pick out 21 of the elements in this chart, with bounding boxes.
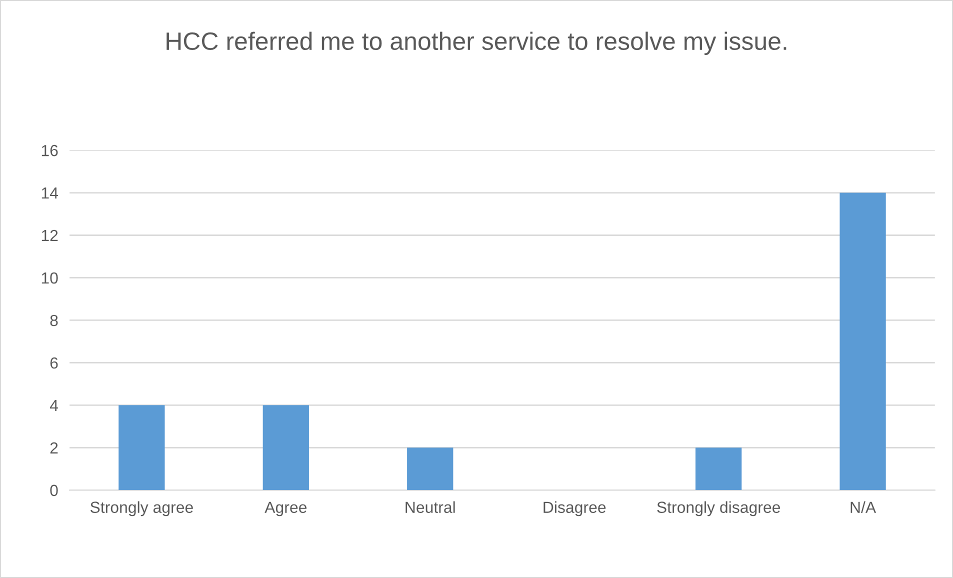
y-tick-label: 2: [50, 442, 58, 454]
y-tick-label: 0: [50, 484, 58, 496]
y-tick-label: 6: [50, 357, 58, 369]
bar: [118, 405, 165, 490]
x-tick-label: Disagree: [544, 501, 606, 516]
bar: [407, 448, 454, 490]
bar: [840, 192, 886, 490]
y-tick-label: 8: [50, 314, 58, 326]
y-tick-label: 10: [42, 272, 58, 284]
chart-title: HCC referred me to another service to resolve my issue.: [166, 32, 786, 55]
x-tick-label: Agree: [264, 502, 306, 516]
y-tick-label: 14: [42, 188, 58, 199]
y-tick-label: 16: [42, 144, 58, 156]
x-tick-label: Strongly disagree: [657, 501, 780, 516]
y-tick-label: 12: [42, 230, 58, 242]
bar: [695, 448, 742, 490]
y-tick-label: 4: [50, 400, 58, 411]
x-tick-label: Strongly agree: [90, 501, 193, 516]
x-tick-label: N/A: [850, 501, 876, 513]
bar: [262, 405, 309, 490]
x-tick-label: Neutral: [406, 501, 455, 513]
